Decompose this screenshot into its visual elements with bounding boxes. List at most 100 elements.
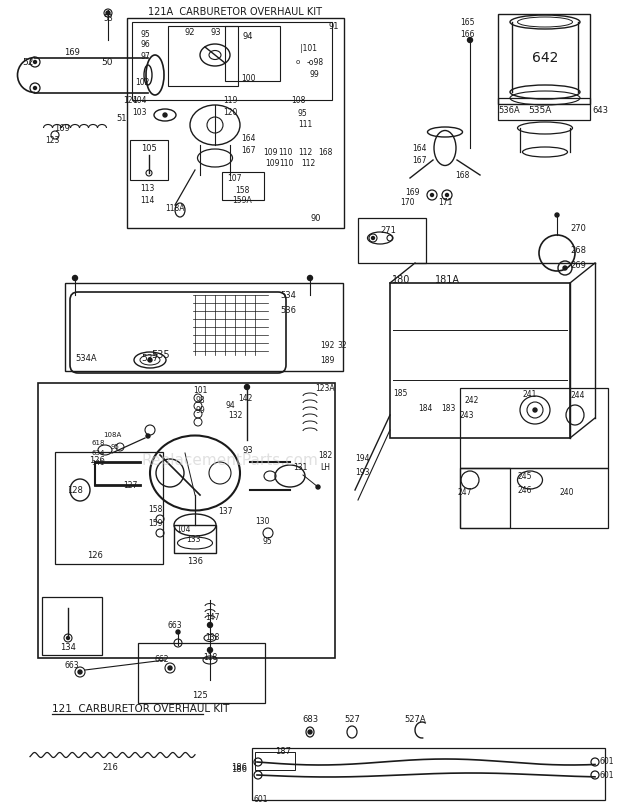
Circle shape — [168, 666, 172, 670]
Text: 169: 169 — [54, 124, 70, 133]
Text: |101: |101 — [300, 44, 317, 53]
Text: 97: 97 — [140, 52, 150, 61]
Text: 169: 169 — [405, 188, 419, 197]
Text: 634: 634 — [91, 450, 105, 456]
Text: 124: 124 — [123, 95, 137, 104]
Text: 93: 93 — [242, 446, 254, 455]
Circle shape — [208, 647, 213, 653]
Text: 123: 123 — [45, 135, 59, 145]
Circle shape — [176, 630, 180, 634]
Text: 91: 91 — [329, 22, 339, 31]
Text: 185: 185 — [393, 388, 407, 397]
Text: 537: 537 — [141, 354, 159, 362]
Text: 168: 168 — [318, 147, 332, 156]
Text: -o98: -o98 — [307, 57, 324, 66]
Text: 536: 536 — [280, 306, 296, 315]
Text: 138: 138 — [205, 633, 219, 642]
Text: 189: 189 — [320, 355, 334, 365]
Text: 535A: 535A — [528, 105, 552, 115]
Text: 164: 164 — [412, 143, 427, 153]
Text: 247: 247 — [458, 488, 472, 497]
Bar — [358, 218, 426, 263]
Text: 186: 186 — [231, 765, 247, 774]
Text: 245: 245 — [518, 472, 532, 481]
Text: 643: 643 — [592, 105, 608, 115]
Text: 527A: 527A — [404, 715, 426, 725]
Text: 92: 92 — [185, 28, 195, 36]
Text: 109: 109 — [263, 147, 277, 156]
Text: 167: 167 — [241, 146, 255, 155]
Text: 159: 159 — [148, 519, 162, 528]
Circle shape — [308, 730, 312, 734]
Text: 111: 111 — [298, 120, 312, 129]
Text: 268: 268 — [570, 245, 586, 255]
Text: 102: 102 — [135, 78, 149, 87]
Text: 101: 101 — [193, 386, 207, 395]
Text: 104: 104 — [133, 95, 147, 104]
Text: 662: 662 — [155, 655, 169, 664]
Text: 99: 99 — [310, 70, 320, 78]
Text: 94: 94 — [243, 32, 253, 40]
Text: 127: 127 — [123, 481, 137, 489]
Text: 95: 95 — [262, 537, 272, 547]
Text: 98: 98 — [195, 396, 205, 404]
Circle shape — [208, 622, 213, 628]
Circle shape — [73, 276, 78, 281]
Text: 244: 244 — [571, 391, 585, 400]
Text: 663: 663 — [64, 660, 79, 670]
Circle shape — [371, 236, 374, 239]
Bar — [225, 26, 280, 81]
Bar — [127, 18, 344, 228]
Text: 171: 171 — [438, 197, 452, 206]
Circle shape — [163, 113, 167, 117]
Circle shape — [563, 266, 567, 270]
Bar — [65, 283, 343, 371]
Text: 126: 126 — [89, 455, 105, 464]
Bar — [255, 752, 295, 770]
Circle shape — [148, 358, 152, 362]
Circle shape — [33, 87, 37, 90]
Text: 90: 90 — [311, 214, 321, 222]
Text: 112: 112 — [298, 147, 312, 156]
Text: 137: 137 — [218, 507, 232, 516]
Bar — [130, 140, 168, 180]
Text: 601: 601 — [600, 757, 614, 766]
Text: 534A: 534A — [75, 354, 97, 362]
Text: 243: 243 — [460, 410, 474, 420]
Text: 103: 103 — [133, 108, 147, 116]
Circle shape — [467, 37, 472, 43]
Text: 108A: 108A — [103, 432, 121, 438]
Text: 110: 110 — [279, 159, 293, 167]
Text: 683: 683 — [302, 715, 318, 725]
Text: 141: 141 — [91, 460, 105, 466]
Bar — [460, 468, 510, 528]
Text: 93: 93 — [211, 28, 221, 36]
Text: 180: 180 — [392, 275, 410, 285]
Text: 601: 601 — [253, 795, 267, 804]
Text: 121A  CARBURETOR OVERHAUL KIT: 121A CARBURETOR OVERHAUL KIT — [148, 7, 322, 17]
Text: 142: 142 — [238, 393, 252, 403]
Text: 535: 535 — [151, 350, 169, 360]
Bar — [498, 98, 590, 120]
Bar — [42, 597, 102, 655]
Text: 194: 194 — [355, 454, 370, 463]
Text: 169: 169 — [64, 48, 80, 57]
Bar — [168, 26, 238, 86]
Text: 192: 192 — [320, 341, 334, 349]
Bar — [460, 388, 608, 468]
Bar — [252, 748, 605, 800]
Text: 51: 51 — [117, 113, 127, 122]
Text: 128: 128 — [67, 485, 83, 494]
Text: 164: 164 — [241, 133, 255, 142]
Text: 104: 104 — [175, 526, 190, 535]
Text: LH: LH — [320, 463, 330, 472]
Text: 170: 170 — [400, 197, 414, 206]
Text: 110: 110 — [278, 147, 292, 156]
Text: 94: 94 — [225, 400, 235, 409]
Circle shape — [33, 61, 37, 63]
Bar — [55, 452, 163, 564]
Text: 95: 95 — [297, 108, 307, 117]
Circle shape — [106, 11, 110, 15]
Text: 119: 119 — [223, 95, 237, 104]
Text: 618: 618 — [91, 440, 105, 446]
